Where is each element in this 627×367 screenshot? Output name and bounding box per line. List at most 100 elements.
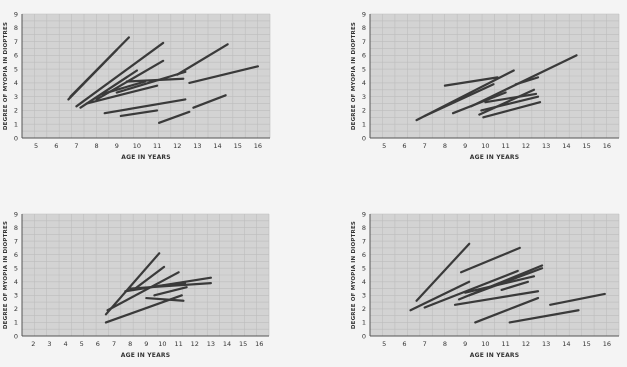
y-tick-label: 8 — [14, 224, 18, 232]
series-line — [85, 84, 159, 105]
x-tick-label: 5 — [80, 340, 84, 348]
series-line — [474, 296, 540, 324]
y-tick-label: 0 — [14, 332, 18, 340]
x-tick-label: 10 — [481, 142, 489, 150]
series-line — [549, 292, 606, 306]
y-tick-label: 3 — [362, 292, 366, 300]
y-tick-label: 1 — [362, 319, 366, 327]
x-tick-label: 12 — [522, 142, 530, 150]
series-line — [468, 267, 544, 297]
x-tick-label: 7 — [423, 142, 427, 150]
x-tick-label: 12 — [522, 340, 530, 348]
y-tick-label: 1 — [14, 121, 18, 129]
y-tick-label: 2 — [14, 107, 18, 115]
y-tick-label: 5 — [362, 65, 366, 73]
x-tick-label: 16 — [603, 142, 611, 150]
series-line — [79, 69, 139, 109]
x-tick-label: 8 — [128, 340, 132, 348]
y-tick-label: 6 — [362, 251, 366, 259]
y-tick-label: 0 — [362, 134, 366, 142]
y-tick-label: 8 — [362, 24, 366, 32]
x-tick-label: 10 — [158, 340, 166, 348]
x-tick-label: 14 — [213, 142, 221, 150]
series-line — [106, 271, 180, 312]
x-tick-label: 9 — [115, 142, 119, 150]
series-line — [158, 282, 187, 287]
series-line — [75, 41, 165, 108]
x-tick-label: 5 — [382, 340, 386, 348]
y-tick-label: 3 — [14, 93, 18, 101]
x-axis-title: AGE IN YEARS — [470, 154, 520, 161]
y-tick-label: 5 — [14, 265, 18, 273]
y-tick-label: 6 — [362, 52, 366, 60]
series-line — [423, 83, 495, 118]
y-tick-label: 7 — [362, 237, 366, 245]
y-tick-label: 6 — [14, 251, 18, 259]
y-axis-title: DEGREE OF MYOPIA IN DIOPTRES — [3, 221, 9, 329]
y-tick-label: 8 — [14, 24, 18, 32]
x-tick-label: 11 — [174, 340, 182, 348]
series-line — [443, 76, 499, 87]
y-tick-label: 5 — [14, 65, 18, 73]
y-tick-label: 4 — [362, 278, 366, 286]
y-tick-label: 4 — [362, 79, 366, 87]
series-line — [453, 290, 540, 306]
x-tick-label: 10 — [481, 340, 489, 348]
y-tick-label: 1 — [362, 121, 366, 129]
x-tick-label: 11 — [153, 142, 161, 150]
x-tick-label: 8 — [443, 142, 447, 150]
series-line — [125, 77, 185, 83]
x-tick-label: 10 — [133, 142, 141, 150]
y-tick-label: 9 — [14, 210, 18, 218]
y-axis-title: DEGREE OF MYOPIA IN DIOPTRES — [351, 221, 357, 329]
series-line — [482, 101, 542, 119]
series-line — [409, 280, 471, 312]
x-tick-label: 14 — [562, 340, 570, 348]
series-line — [508, 309, 580, 324]
series-line — [101, 80, 147, 96]
series-line — [500, 280, 530, 292]
series-line — [119, 109, 159, 118]
series-line — [415, 242, 471, 302]
y-tick-label: 4 — [14, 278, 18, 286]
x-axis-title: AGE IN YEARS — [470, 352, 520, 359]
x-tick-label: 7 — [423, 340, 427, 348]
x-tick-label: 13 — [542, 340, 550, 348]
x-axis-title: AGE IN YEARS — [121, 352, 171, 359]
y-tick-label: 4 — [14, 79, 18, 87]
y-tick-label: 2 — [362, 305, 366, 313]
x-tick-label: 15 — [234, 142, 242, 150]
series-line — [153, 286, 188, 297]
x-tick-label: 14 — [223, 340, 231, 348]
x-tick-label: 7 — [112, 340, 116, 348]
y-tick-label: 6 — [14, 52, 18, 60]
x-tick-label: 15 — [582, 142, 590, 150]
y-tick-label: 9 — [362, 10, 366, 18]
series-line — [514, 76, 540, 86]
x-tick-label: 9 — [463, 340, 467, 348]
y-tick-label: 9 — [362, 210, 366, 218]
x-tick-label: 16 — [255, 340, 263, 348]
x-tick-label: 13 — [542, 142, 550, 150]
y-tick-label: 9 — [14, 10, 18, 18]
y-tick-label: 2 — [14, 305, 18, 313]
y-tick-label: 0 — [362, 332, 366, 340]
x-tick-label: 8 — [95, 142, 99, 150]
x-tick-label: 15 — [239, 340, 247, 348]
y-tick-label: 7 — [14, 237, 18, 245]
series-line — [104, 252, 161, 316]
y-tick-label: 0 — [14, 134, 18, 142]
x-tick-label: 11 — [501, 142, 509, 150]
y-axis-title: DEGREE OF MYOPIA IN DIOPTRES — [3, 22, 9, 130]
y-tick-label: 8 — [362, 224, 366, 232]
series-line — [192, 94, 227, 109]
series-line — [188, 65, 260, 84]
x-axis-title: AGE IN YEARS — [121, 154, 171, 161]
y-tick-label: 2 — [362, 107, 366, 115]
x-tick-label: 9 — [463, 142, 467, 150]
y-tick-label: 3 — [14, 292, 18, 300]
x-tick-label: 12 — [191, 340, 199, 348]
